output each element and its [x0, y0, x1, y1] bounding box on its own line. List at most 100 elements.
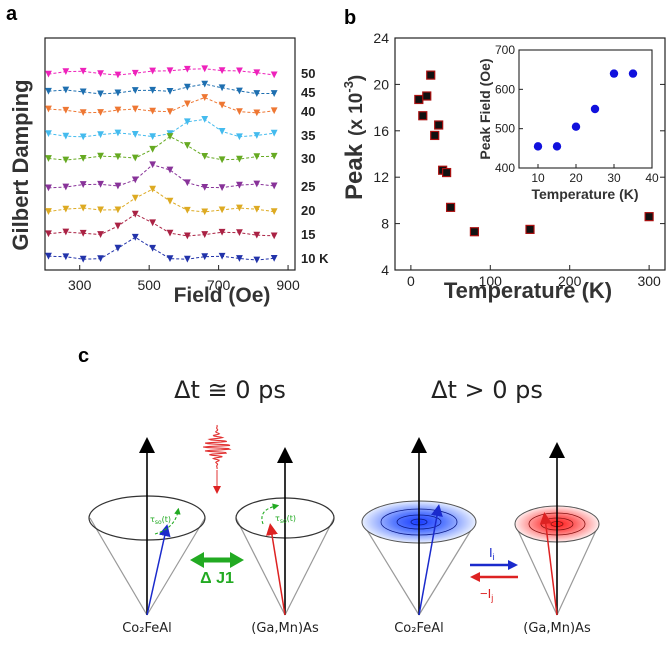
damping-point	[253, 153, 261, 161]
damping-point	[218, 84, 226, 92]
panel-a-chart: 300 500 700 900 50 45 40 35 30 25 20 15 10 K Field …	[8, 37, 329, 307]
cone-co2feal-right: Co₂FeAl	[361, 437, 477, 636]
damping-point	[79, 229, 87, 237]
peak-field-point	[609, 69, 619, 78]
damping-point	[131, 105, 139, 113]
damping-point	[253, 231, 261, 239]
damping-point	[97, 70, 104, 78]
panel-b-y-axis-label: Peak (x 10-3)	[341, 75, 368, 200]
x-tick-label: 300	[68, 277, 92, 293]
left-delay-title: Δt ≅ 0 ps	[174, 376, 286, 404]
damping-point	[79, 67, 87, 75]
damping-curve-2	[48, 97, 275, 114]
damping-point	[201, 80, 209, 88]
damping-point	[149, 161, 157, 169]
inset-x-axis-label: Temperature (K)	[531, 186, 638, 202]
x-tick-label: 0	[407, 273, 415, 289]
peak-point	[525, 224, 535, 234]
damping-point	[236, 204, 243, 212]
panel-b-points	[414, 70, 654, 237]
damping-point	[62, 106, 70, 114]
damping-point	[62, 132, 70, 140]
damping-point	[149, 145, 157, 153]
x-tick-label: 100	[479, 273, 503, 289]
damping-point	[166, 229, 174, 237]
damping-curve-8	[48, 236, 275, 261]
damping-point	[114, 129, 122, 137]
damping-point	[270, 107, 278, 115]
damping-point	[218, 101, 226, 109]
inset-y-tick-label: 500	[495, 122, 515, 136]
damping-point	[114, 244, 122, 252]
damping-point	[62, 228, 70, 236]
damping-point	[62, 253, 70, 261]
damping-point	[201, 208, 209, 216]
damping-point	[183, 206, 191, 214]
tau-label-right: τso(t)	[275, 514, 296, 525]
damping-point	[131, 194, 139, 202]
damping-point	[166, 87, 174, 95]
damping-point	[97, 255, 104, 263]
series-label: 50	[301, 66, 315, 81]
magnetization-arrow	[146, 524, 171, 616]
damping-point	[270, 208, 278, 216]
series-label: 35	[301, 128, 315, 143]
damping-point	[131, 131, 139, 138]
panel-c-diagram: Δt ≅ 0 ps Δt > 0 ps τso(t) Co₂FeAl τs	[88, 376, 600, 636]
damping-point	[62, 156, 70, 164]
cone-gamnas-left: τso(t) (Ga,Mn)As	[235, 447, 335, 636]
damping-point	[183, 142, 191, 149]
damping-point	[114, 206, 122, 214]
panel-a-y-axis-label: Gilbert Damping	[8, 79, 33, 250]
damping-curve-7	[48, 213, 275, 237]
damping-point	[218, 206, 226, 214]
series-label: 25	[301, 179, 315, 194]
peak-point	[434, 120, 444, 130]
current-j-label: −Ij	[480, 586, 493, 603]
panel-b-ylabel-exp: -3	[341, 81, 356, 93]
damping-point	[201, 94, 209, 101]
damping-point	[45, 70, 52, 78]
inset-x-tick-label: 20	[569, 171, 583, 185]
damping-point	[45, 252, 52, 260]
panel-b-ticks: 0 100 200 300 4 8 12 16 20 24	[373, 30, 665, 289]
inset-ticks: 10 20 30 40 400 500 600 700	[495, 43, 659, 185]
damping-point	[97, 206, 104, 214]
panel-label-b: b	[344, 7, 356, 29]
damping-point	[183, 65, 191, 73]
damping-point	[79, 204, 87, 212]
panel-a-frame	[44, 37, 296, 271]
panel-a-x-ticks: 300 500 700 900	[68, 265, 300, 293]
damping-point	[97, 131, 104, 139]
series-label: 30	[301, 151, 315, 166]
damping-point	[45, 208, 52, 215]
damping-point	[62, 183, 70, 191]
panel-label-a: a	[6, 3, 18, 25]
damping-point	[45, 105, 52, 113]
damping-point	[97, 231, 104, 238]
cone-co2feal-left: τso(t) Co₂FeAl	[88, 437, 206, 636]
damping-point	[218, 67, 226, 75]
series-label: 45	[301, 85, 315, 100]
damping-point	[97, 152, 104, 160]
cone-gamnas-right: (Ga,Mn)As	[514, 442, 600, 636]
damping-point	[270, 90, 278, 97]
damping-point	[45, 87, 52, 95]
series-label: 20	[301, 203, 315, 218]
x-tick-label: 300	[637, 273, 661, 289]
y-tick-label: 8	[381, 216, 389, 232]
damping-point	[236, 229, 243, 237]
damping-point	[218, 228, 226, 236]
damping-point	[45, 130, 52, 138]
damping-curve-4	[48, 135, 275, 161]
current-i-label: Ii	[489, 545, 495, 562]
magnetization-arrow	[418, 504, 443, 616]
damping-point	[149, 107, 157, 115]
damping-point	[201, 184, 209, 191]
peak-point	[644, 212, 654, 222]
damping-point	[201, 152, 209, 160]
damping-point	[236, 181, 243, 189]
damping-curve-1	[48, 83, 275, 95]
damping-point	[79, 109, 87, 117]
